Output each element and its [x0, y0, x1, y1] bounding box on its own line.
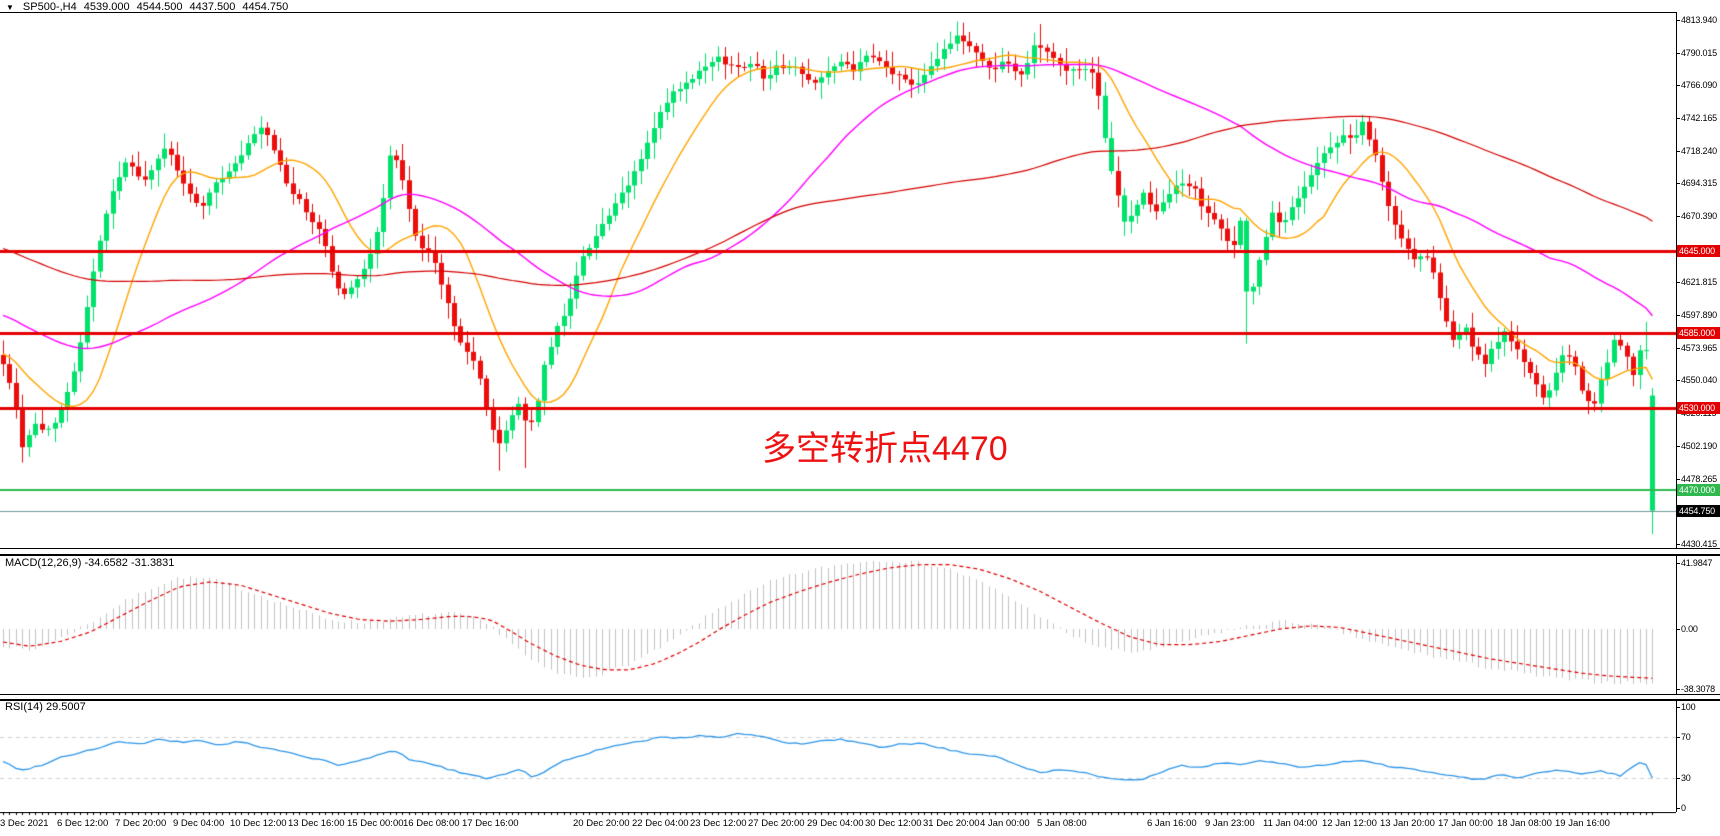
time-axis-label: 9 Dec 04:00 — [173, 818, 225, 829]
time-axis-canvas[interactable] — [0, 812, 1676, 836]
time-axis-label: 30 Dec 12:00 — [865, 818, 922, 829]
time-axis-label: 10 Dec 12:00 — [230, 818, 287, 829]
macd-tick-label: 0.00 — [1681, 624, 1698, 634]
axis-tick-mark — [1676, 216, 1680, 217]
price-tick-label: 4597.890 — [1681, 310, 1717, 320]
price-tick-label: 4550.040 — [1681, 375, 1717, 385]
axis-tick-mark — [1676, 85, 1680, 86]
time-axis-label: 31 Dec 20:00 — [923, 818, 980, 829]
time-axis-label: 6 Jan 16:00 — [1147, 818, 1197, 829]
axis-tick-mark — [1676, 446, 1680, 447]
axis-tick-mark — [1676, 479, 1680, 480]
resistance-price-badge: 4530.000 — [1677, 402, 1720, 414]
axis-tick-mark — [1676, 53, 1680, 54]
axis-tick-mark — [1676, 544, 1680, 545]
symbol-dropdown-icon[interactable]: ▼ — [6, 2, 14, 12]
macd-indicator-label: MACD(12,26,9) -34.6582 -31.3831 — [5, 557, 174, 569]
axis-tick-mark — [1676, 808, 1680, 809]
axis-tick-mark — [1676, 380, 1680, 381]
resistance-price-badge: 4645.000 — [1677, 245, 1720, 257]
price-tick-label: 4813.940 — [1681, 15, 1717, 25]
price-tick-label: 4694.315 — [1681, 178, 1717, 188]
time-axis-label: 12 Jan 12:00 — [1322, 818, 1377, 829]
time-axis-label: 5 Jan 08:00 — [1037, 818, 1087, 829]
time-axis-label: 13 Dec 16:00 — [288, 818, 345, 829]
time-axis-label: 4 Jan 00:00 — [980, 818, 1030, 829]
macd-signal-value: -31.3831 — [130, 557, 175, 569]
macd-tick-label: 41.9847 — [1681, 558, 1713, 568]
price-tick-label: 4670.390 — [1681, 211, 1717, 221]
macd-name: MACD(12,26,9) — [5, 557, 82, 569]
price-tick-label: 4766.090 — [1681, 80, 1717, 90]
rsi-value: 29.5007 — [45, 701, 86, 713]
chart-top-border — [0, 12, 1676, 13]
time-axis-label: 29 Dec 04:00 — [807, 818, 864, 829]
low-value: 4437.500 — [189, 1, 236, 13]
price-axis-border[interactable] — [1676, 12, 1677, 812]
time-axis-label: 17 Jan 00:00 — [1438, 818, 1493, 829]
time-axis-label: 27 Dec 20:00 — [748, 818, 805, 829]
resistance-price-badge: 4585.000 — [1677, 327, 1720, 339]
time-axis-label: 11 Jan 04:00 — [1263, 818, 1318, 829]
support-price-badge: 4470.000 — [1677, 484, 1720, 496]
symbol-period-label: SP500-,H4 — [22, 1, 77, 13]
time-axis-label: 18 Jan 08:00 — [1497, 818, 1552, 829]
panel-separator-rsi[interactable] — [0, 694, 1720, 701]
time-axis-label: 15 Dec 00:00 — [347, 818, 404, 829]
rsi-tick-label: 0 — [1681, 803, 1686, 813]
macd-tick-label: -38.3078 — [1681, 684, 1715, 694]
price-tick-label: 4478.265 — [1681, 474, 1717, 484]
axis-tick-mark — [1676, 151, 1680, 152]
axis-tick-mark — [1676, 315, 1680, 316]
axis-tick-mark — [1676, 348, 1680, 349]
axis-tick-mark — [1676, 707, 1680, 708]
price-tick-label: 4718.240 — [1681, 146, 1717, 156]
macd-value: -34.6582 — [84, 557, 128, 569]
macd-panel-canvas[interactable] — [0, 553, 1676, 694]
rsi-tick-label: 70 — [1681, 732, 1691, 742]
time-axis-label: 9 Jan 23:00 — [1205, 818, 1255, 829]
time-axis-label: 22 Dec 04:00 — [632, 818, 689, 829]
axis-tick-mark — [1676, 629, 1680, 630]
price-tick-label: 4502.190 — [1681, 441, 1717, 451]
chart-header: ▼ SP500-,H4 4539.000 4544.500 4437.500 4… — [6, 1, 288, 13]
rsi-panel-canvas[interactable] — [0, 698, 1676, 812]
axis-tick-mark — [1676, 563, 1680, 564]
rsi-indicator-label: RSI(14) 29.5007 — [5, 701, 86, 713]
time-axis-label: 19 Jan 16:00 — [1555, 818, 1610, 829]
price-chart-canvas[interactable] — [0, 0, 1676, 551]
high-value: 4544.500 — [136, 1, 183, 13]
axis-tick-mark — [1676, 737, 1680, 738]
time-axis-label: 3 Dec 2021 — [0, 818, 49, 829]
time-axis-label: 6 Dec 12:00 — [57, 818, 109, 829]
time-axis-label: 13 Jan 20:00 — [1380, 818, 1435, 829]
time-axis-label: 16 Dec 08:00 — [403, 818, 460, 829]
current_price-price-badge: 4454.750 — [1677, 505, 1720, 517]
axis-tick-mark — [1676, 20, 1680, 21]
price-tick-label: 4573.965 — [1681, 343, 1717, 353]
price-tick-label: 4790.015 — [1681, 48, 1717, 58]
close-value: 4454.750 — [242, 1, 289, 13]
time-axis-label: 20 Dec 20:00 — [573, 818, 630, 829]
price-tick-label: 4621.815 — [1681, 277, 1717, 287]
time-axis-label: 23 Dec 12:00 — [690, 818, 747, 829]
rsi-tick-label: 100 — [1681, 702, 1696, 712]
rsi-name: RSI(14) — [5, 701, 43, 713]
open-value: 4539.000 — [83, 1, 130, 13]
chart-annotation-text: 多空转折点4470 — [762, 430, 1008, 468]
axis-tick-mark — [1676, 778, 1680, 779]
rsi-tick-label: 30 — [1681, 773, 1691, 783]
time-axis-label: 7 Dec 20:00 — [115, 818, 167, 829]
axis-tick-mark — [1676, 689, 1680, 690]
axis-tick-mark — [1676, 183, 1680, 184]
axis-tick-mark — [1676, 118, 1680, 119]
time-axis-label: 17 Dec 16:00 — [462, 818, 519, 829]
panel-separator-macd[interactable] — [0, 548, 1720, 556]
price-tick-label: 4742.165 — [1681, 113, 1717, 123]
price-tick-label: 4430.415 — [1681, 539, 1717, 549]
axis-tick-mark — [1676, 282, 1680, 283]
